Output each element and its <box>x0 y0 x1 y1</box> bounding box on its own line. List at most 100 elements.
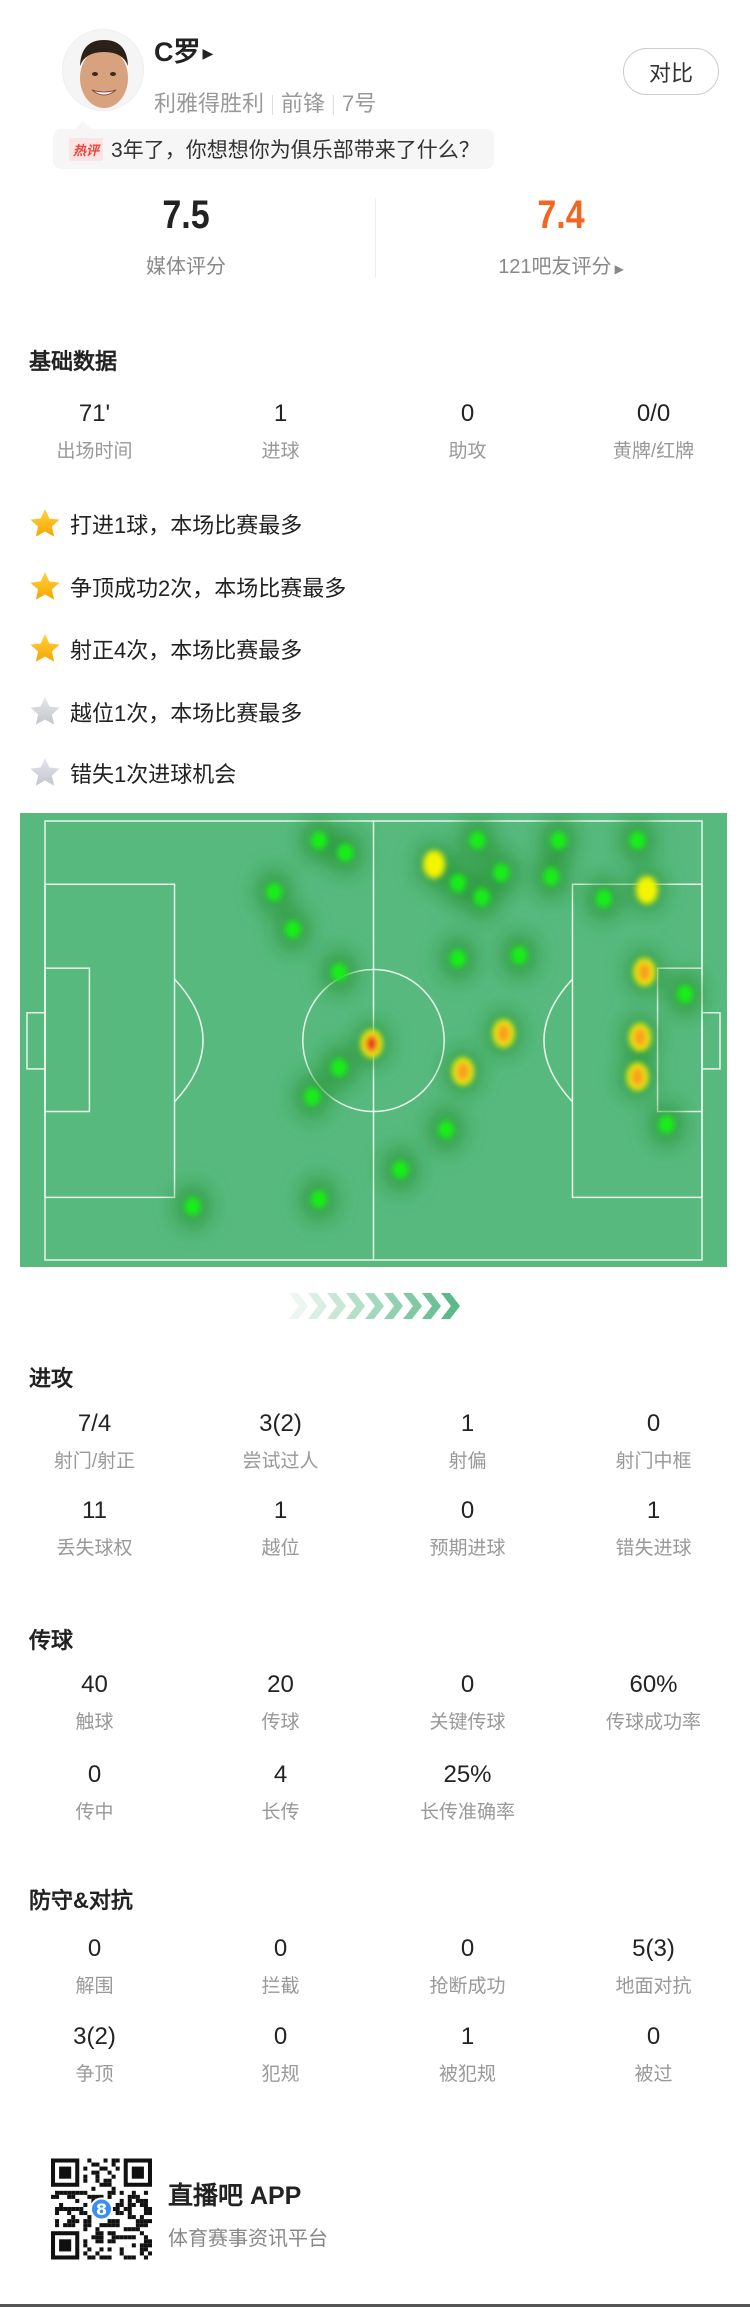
svg-text:8: 8 <box>96 2200 107 2219</box>
stat-value: 0 <box>646 2023 661 2050</box>
chevron-right-icon <box>327 1293 346 1319</box>
stat-label: 丢失球权 <box>56 1538 133 1559</box>
stat-value: 0 <box>87 1761 102 1788</box>
heatmap-point-warm <box>423 850 446 879</box>
heatmap-point <box>511 946 528 965</box>
stat-label: 地面对抗 <box>615 1976 692 1997</box>
stat-label: 越位 <box>261 1538 300 1559</box>
highlight-item: 错失1次进球机会 <box>28 756 236 790</box>
player-info: 利雅得胜利 前锋 7号 <box>154 86 376 118</box>
fan-rating: 7.4 <box>537 193 585 237</box>
highlight-item: 射正4次，本场比赛最多 <box>28 632 302 666</box>
stat-label: 触球 <box>75 1712 114 1733</box>
hot-comment-text: 3年了，你想想你为俱乐部带来了什么？ <box>111 139 480 162</box>
rating-divider <box>375 198 376 278</box>
stat-value: 0 <box>460 1497 475 1524</box>
stat-value: 1 <box>460 1410 475 1437</box>
chevron-right-icon <box>308 1293 327 1319</box>
stat-value: 0 <box>460 400 475 427</box>
chevron-right-icon <box>403 1293 422 1319</box>
stat-label: 射偏 <box>448 1451 487 1472</box>
player-avatar[interactable] <box>62 29 144 111</box>
stat-label: 出场时间 <box>56 441 133 462</box>
gold-star-icon <box>30 634 60 662</box>
heatmap-point <box>543 867 560 886</box>
heatmap-point <box>311 1190 328 1209</box>
right-goal <box>701 1011 721 1070</box>
stat-label: 尝试过人 <box>242 1451 319 1472</box>
player-name[interactable]: C罗 ▶ <box>154 37 214 67</box>
highlight-text: 打进1球，本场比赛最多 <box>70 513 303 538</box>
stat-value: 7/4 <box>77 1410 112 1437</box>
stat-label: 拦截 <box>261 1976 300 1997</box>
highlight-text: 争顶成功2次，本场比赛最多 <box>70 576 347 601</box>
stat-label: 错失进球 <box>615 1538 692 1559</box>
stat-value: 1 <box>273 400 288 427</box>
stat-value: 0 <box>460 1671 475 1698</box>
player-face-icon <box>63 30 143 110</box>
stat-value: 5(3) <box>632 1935 675 1962</box>
stat-value: 1 <box>273 1497 288 1524</box>
heatmap-point <box>469 831 486 850</box>
app-name: 直播吧 APP <box>168 2182 302 2210</box>
highlight-text: 错失1次进球机会 <box>70 762 237 787</box>
stat-label: 传球 <box>261 1712 300 1733</box>
stat-label: 传中 <box>75 1802 114 1823</box>
chevron-right-icon <box>441 1293 460 1319</box>
heatmap-point <box>677 985 694 1004</box>
section-title-passing: 传球 <box>29 1628 74 1653</box>
position: 前锋 <box>281 91 326 116</box>
stat-label: 助攻 <box>448 441 487 462</box>
heatmap-point <box>595 889 612 908</box>
stat-value: 0/0 <box>636 400 671 427</box>
stat-value: 1 <box>646 1497 661 1524</box>
stat-label: 射门/射正 <box>53 1451 136 1472</box>
heatmap-point <box>304 1087 321 1106</box>
club-name: 利雅得胜利 <box>154 91 265 116</box>
stat-label: 关键传球 <box>429 1712 506 1733</box>
stat-value: 3(2) <box>73 2023 116 2050</box>
stat-label: 解围 <box>75 1976 114 1997</box>
heatmap-point <box>337 843 354 862</box>
heatmap-point <box>266 883 283 902</box>
chevron-right-icon <box>365 1293 384 1319</box>
heatmap-point <box>184 1197 201 1216</box>
heatmap-point <box>331 963 348 982</box>
play-triangle-icon: ▶ <box>202 45 214 62</box>
fan-rating-link[interactable]: 121吧友评分 ▶ <box>411 250 711 279</box>
chevron-right-icon <box>346 1293 365 1319</box>
heatmap-point <box>473 888 490 907</box>
heatmap-point <box>284 920 301 939</box>
heatmap-point-hot <box>455 1061 470 1082</box>
hot-comment[interactable]: 热评 3年了，你想想你为俱乐部带来了什么？ <box>53 121 494 169</box>
stat-value: 20 <box>267 1671 294 1698</box>
stat-value: 0 <box>273 1935 288 1962</box>
stat-label: 射门中框 <box>615 1451 692 1472</box>
centre-circle <box>302 968 445 1113</box>
stat-label: 黄牌/红牌 <box>612 441 695 462</box>
heatmap-point-peak <box>366 1036 377 1051</box>
stat-label: 被过 <box>634 2064 673 2085</box>
stat-value: 0 <box>273 2023 288 2050</box>
bottom-border <box>0 2304 750 2307</box>
stat-value: 0 <box>460 1935 475 1962</box>
stat-label: 预期进球 <box>429 1538 506 1559</box>
heatmap-point <box>629 831 646 850</box>
stat-value: 40 <box>81 1671 108 1698</box>
compare-button[interactable]: 对比 <box>623 48 719 95</box>
gray-star-icon <box>30 697 60 725</box>
stat-value: 0 <box>87 1935 102 1962</box>
stat-label: 被犯规 <box>438 2064 496 2085</box>
gray-star-icon <box>30 758 60 786</box>
stat-label: 长传准确率 <box>419 1802 515 1823</box>
heatmap-core-layer <box>184 831 694 1216</box>
media-rating: 7.5 <box>162 193 210 237</box>
left-goal <box>26 1011 46 1070</box>
stat-value: 4 <box>273 1761 288 1788</box>
gold-star-icon <box>30 509 60 537</box>
app-qr-code[interactable]: 8 <box>51 2157 152 2261</box>
highlight-text: 越位1次，本场比赛最多 <box>70 701 303 726</box>
right-penalty-arc <box>543 978 574 1103</box>
gold-star-icon <box>30 572 60 600</box>
heatmap-point <box>658 1115 675 1134</box>
